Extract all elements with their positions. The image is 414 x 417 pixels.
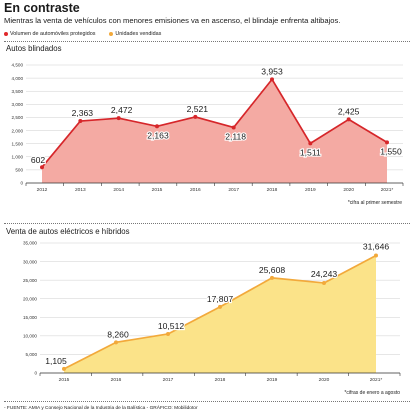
chart2-x-tick-label: 2019	[267, 377, 278, 383]
chart2-data-label: 31,646	[363, 241, 390, 251]
chart1-x-tick-label: 2019	[305, 187, 316, 193]
divider-middle	[4, 223, 410, 224]
legend-label-armored: Volumen de automóviles protegidos	[10, 31, 96, 37]
chart2-y-tick-label: 20,000	[23, 296, 37, 301]
chart2-footnote: *cifras de enero a agosto	[344, 390, 400, 396]
chart2-y-tick-label: 0	[34, 371, 37, 376]
chart2-data-point	[374, 253, 378, 258]
chart1-x-tick-label: 2013	[75, 187, 86, 193]
chart1-y-tick-label: 2,500	[12, 115, 24, 120]
chart1-data-point	[78, 119, 83, 124]
chart2-data-point	[322, 280, 326, 285]
chart2-y-tick-label: 10,000	[23, 334, 37, 339]
chart2-data-label: 8,260	[107, 329, 129, 339]
chart1-x-tick-label: 2021*	[381, 187, 394, 193]
divider-bottom	[4, 401, 410, 402]
chart1-data-label: 2,118	[225, 131, 246, 141]
chart1-y-tick-label: 2,000	[12, 128, 24, 133]
page-subtitle: Mientras la venta de vehículos con menor…	[4, 16, 341, 25]
legend-item-units-sold: Unidades vendidas	[109, 31, 161, 37]
chart1-data-label: 2,472	[111, 105, 133, 115]
chart1-x-tick-label: 2012	[37, 187, 48, 193]
chart2-data-point	[114, 340, 118, 345]
chart1-series-line	[41, 78, 388, 168]
chart1-data-point	[308, 141, 313, 146]
chart1-data-label: 2,363	[72, 108, 94, 118]
chart1-data-point	[385, 140, 389, 145]
chart1-data-point	[231, 125, 236, 130]
chart1-y-tick-label: 0	[20, 181, 23, 186]
chart2-y-tick-label: 5,000	[26, 352, 38, 357]
chart2-x-tick-label: 2015	[59, 377, 70, 383]
chart2-x-tick-label: 2017	[163, 377, 174, 383]
chart1-x-tick-label: 2017	[228, 187, 239, 193]
legend-item-armored: Volumen de automóviles protegidos	[4, 31, 95, 37]
chart2-data-point	[166, 331, 170, 336]
chart1-y-tick-label: 1,500	[12, 141, 24, 146]
chart1-data-label: 602	[31, 155, 46, 165]
chart1-data-label: 2,521	[187, 104, 209, 114]
chart1-title: Autos blindados	[6, 44, 62, 53]
chart1-x-tick-label: 2014	[113, 187, 124, 193]
divider-top	[4, 41, 410, 42]
chart2-y-tick-label: 25,000	[23, 278, 37, 283]
chart1-data-point	[40, 165, 44, 170]
chart2-y-tick-label: 35,000	[23, 241, 37, 246]
chart2-x-tick-label: 2018	[215, 377, 226, 383]
legend: Volumen de automóviles protegidos Unidad…	[4, 31, 175, 37]
chart1-y-tick-label: 4,500	[12, 63, 24, 68]
chart2-y-tick-label: 30,000	[23, 259, 37, 264]
chart1-data-point	[270, 77, 274, 82]
chart1-y-tick-label: 4,000	[12, 76, 24, 81]
chart2-data-point	[62, 366, 66, 371]
chart2-x-tick-label: 2016	[111, 377, 122, 383]
chart1-data-label: 2,163	[147, 130, 169, 140]
chart2-title: Venta de autos eléctricos e híbridos	[6, 227, 130, 236]
chart1-data-point	[346, 117, 351, 122]
chart1-y-tick-label: 500	[15, 168, 23, 173]
legend-marker-units-sold	[109, 32, 114, 36]
chart1-data-point	[193, 114, 198, 119]
chart1-y-tick-label: 3,500	[12, 89, 24, 94]
chart1-y-tick-label: 3,000	[12, 102, 24, 107]
chart1-data-point	[155, 124, 159, 129]
chart1-data-label: 2,425	[338, 106, 360, 116]
chart1-x-tick-label: 2015	[152, 187, 163, 193]
source-note: - FUENTE: AMIA y Consejo Nacional de la …	[4, 406, 198, 411]
chart2-data-label: 1,105	[45, 356, 67, 366]
chart2-data-label: 25,608	[259, 265, 286, 275]
chart1-y-tick-label: 1,000	[12, 154, 24, 159]
chart1-area	[42, 79, 387, 183]
chart2-y-tick-label: 15,000	[23, 315, 37, 320]
chart1-data-label: 3,953	[261, 66, 283, 76]
chart2-data-label: 17,807	[207, 294, 234, 304]
chart1-data-label: 1,511	[300, 147, 321, 157]
legend-marker-armored	[4, 32, 8, 36]
chart1-data-point	[116, 116, 121, 121]
chart1-data-label: 1,550	[380, 146, 402, 156]
chart2-data-point	[270, 275, 274, 280]
chart1-x-tick-label: 2020	[343, 187, 354, 193]
chart1-x-tick-label: 2018	[267, 187, 278, 193]
chart2-x-tick-label: 2021*	[370, 377, 383, 383]
chart2-data-label: 10,512	[158, 321, 185, 331]
chart1-x-tick-label: 2016	[190, 187, 201, 193]
page-title: En contraste	[4, 1, 80, 15]
chart2-x-tick-label: 2020	[319, 377, 330, 383]
chart2-area	[64, 255, 376, 373]
legend-label-units-sold: Unidades vendidas	[115, 31, 162, 37]
chart1-footnote: *cifra al primer semestre	[347, 200, 402, 206]
chart2-data-label: 24,243	[311, 269, 338, 279]
chart2-data-point	[218, 304, 222, 309]
